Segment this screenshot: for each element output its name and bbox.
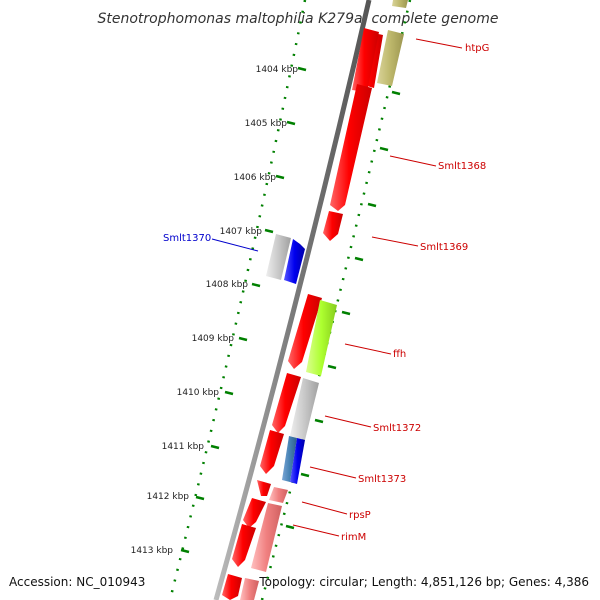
gene-label-smlt1372[interactable]: Smlt1372 — [373, 423, 421, 434]
reverse-genes-track — [266, 234, 305, 284]
gene-label-rimM[interactable]: rimM — [341, 532, 366, 543]
tick-label-1413: 1413 kbp — [131, 546, 174, 556]
gene-label-smlt1368[interactable]: Smlt1368 — [438, 161, 486, 172]
gene-label-rpsP[interactable]: rpsP — [349, 510, 371, 521]
gene-label-smlt1370[interactable]: Smlt1370 — [163, 233, 211, 244]
forward-genes-track — [222, 28, 383, 600]
gene-smlt1370[interactable] — [266, 234, 291, 280]
leader-lines — [211, 38, 463, 537]
gene-htpG[interactable] — [377, 30, 404, 86]
left-ruler-ticks — [180, 66, 307, 554]
tick-label-1404: 1404 kbp — [256, 65, 299, 75]
gene-arrow-bottom-red[interactable] — [222, 574, 242, 600]
gene-smlt1372[interactable] — [290, 378, 319, 440]
right-ruler-ticks — [285, 90, 401, 530]
tick-label-1405: 1405 kbp — [245, 119, 288, 129]
gene-ffh[interactable] — [306, 300, 337, 376]
gene-smlt1373-a[interactable] — [282, 436, 297, 482]
inner-genes-track — [240, 0, 408, 600]
gene-arrow-1409-red[interactable] — [288, 294, 322, 369]
tick-label-1411: 1411 kbp — [162, 442, 205, 452]
inner-ruler-circle — [260, 0, 412, 600]
gene-arrow-1410-red[interactable] — [272, 373, 301, 433]
gene-label-smlt1369[interactable]: Smlt1369 — [420, 242, 468, 253]
gene-label-htpG[interactable]: htpG — [465, 43, 489, 54]
tick-label-1410: 1410 kbp — [177, 388, 220, 398]
gene-arrow-1413-red[interactable] — [232, 524, 256, 567]
gene-rpsP[interactable] — [269, 487, 288, 503]
tick-label-1412: 1412 kbp — [147, 492, 190, 502]
tick-label-1407: 1407 kbp — [220, 227, 263, 237]
gene-arrow-htpG-partner[interactable] — [352, 28, 379, 92]
accession-text: Accession: NC_010943 — [9, 575, 145, 589]
gene-arrow-1411-red[interactable] — [260, 430, 284, 474]
tick-label-1406: 1406 kbp — [234, 173, 277, 183]
gene-olive-top[interactable] — [392, 0, 408, 8]
gene-label-ffh[interactable]: ffh — [393, 349, 406, 360]
gene-arrow-blue-1408[interactable] — [284, 239, 305, 284]
tick-label-1409: 1409 kbp — [192, 334, 235, 344]
gene-arrow-smlt1368[interactable] — [330, 84, 372, 211]
gene-smlt1373-b[interactable] — [290, 438, 305, 484]
tick-label-1408: 1408 kbp — [206, 280, 249, 290]
gene-rimM[interactable] — [251, 503, 282, 572]
gene-label-smlt1373[interactable]: Smlt1373 — [358, 474, 406, 485]
gene-arrow-1412a-red[interactable] — [257, 480, 271, 496]
map-title: Stenotrophomonas maltophilia K279a, comp… — [98, 11, 499, 27]
genome-backbone — [213, 0, 372, 600]
topology-text: Topology: circular; Length: 4,851,126 bp… — [258, 575, 589, 589]
gene-pink-bottom[interactable] — [240, 578, 259, 600]
gene-arrow-1412b-red[interactable] — [243, 498, 266, 528]
gene-arrow-smlt1369[interactable] — [323, 211, 343, 241]
outer-ruler-circle — [168, 0, 307, 600]
